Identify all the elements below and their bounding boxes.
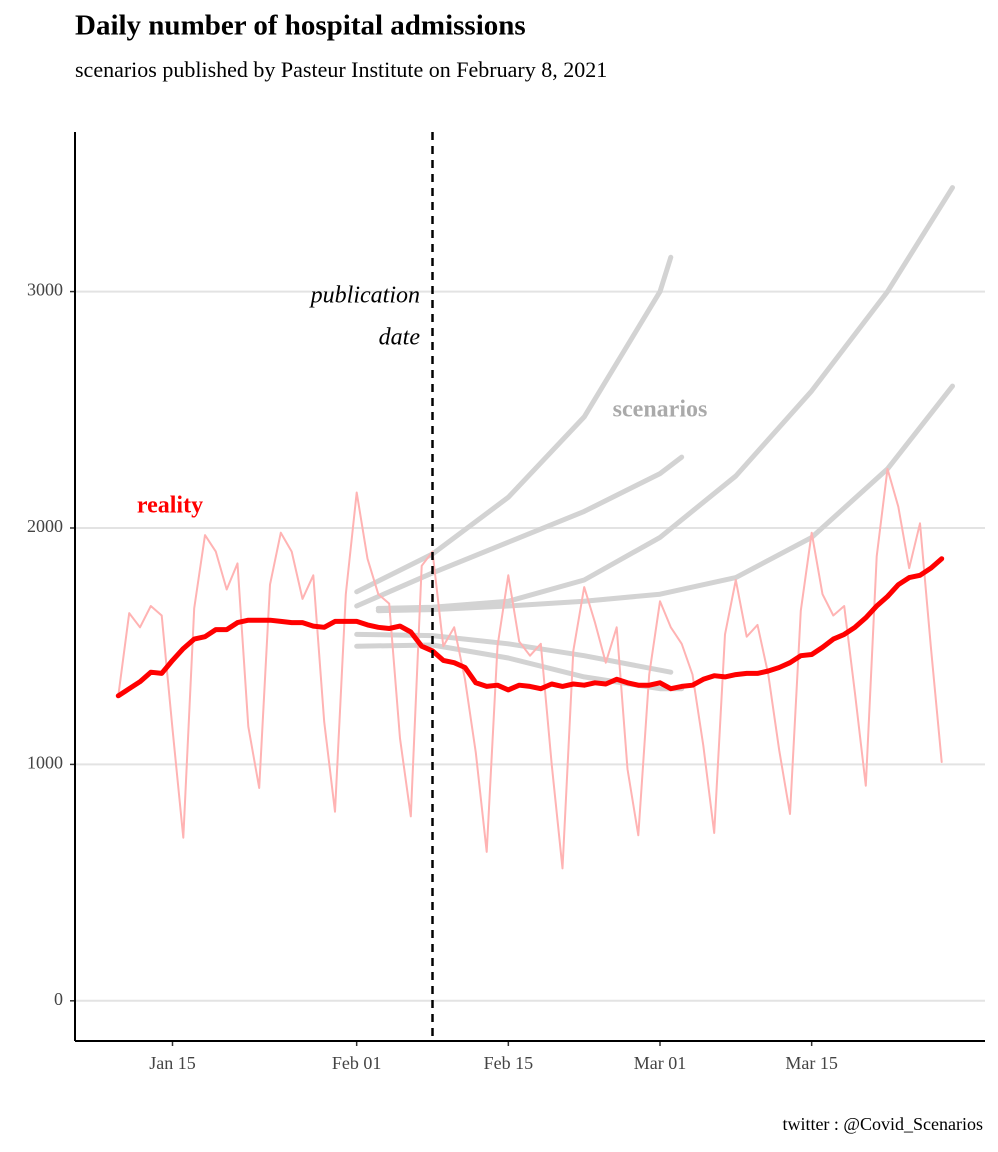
- scenario-line: [354, 454, 685, 609]
- chart-subtitle: scenarios published by Pasteur Institute…: [75, 57, 607, 82]
- y-tick-label: 2000: [27, 516, 63, 536]
- series-label: scenarios: [613, 397, 708, 423]
- annotation: publication: [309, 283, 420, 309]
- annotation: date: [379, 325, 421, 351]
- x-tick-label: Feb 15: [484, 1053, 534, 1073]
- scenario-line: [375, 185, 955, 611]
- chart-title: Daily number of hospital admissions: [75, 10, 526, 42]
- x-tick-label: Jan 15: [149, 1053, 196, 1073]
- smoothed-line: [115, 556, 945, 699]
- scenario-line: [354, 254, 674, 595]
- y-tick-label: 0: [54, 989, 63, 1009]
- y-tick-label: 1000: [27, 753, 63, 773]
- series-label: reality: [137, 493, 203, 519]
- x-tick-label: Feb 01: [332, 1053, 382, 1073]
- scenario-line: [354, 631, 674, 675]
- scenario-line: [375, 383, 955, 614]
- x-tick-label: Mar 01: [634, 1053, 687, 1073]
- x-tick-label: Mar 15: [785, 1053, 838, 1073]
- daily-line: [117, 467, 943, 870]
- y-tick-label: 3000: [27, 280, 63, 300]
- caption: twitter : @Covid_Scenarios: [782, 1114, 983, 1134]
